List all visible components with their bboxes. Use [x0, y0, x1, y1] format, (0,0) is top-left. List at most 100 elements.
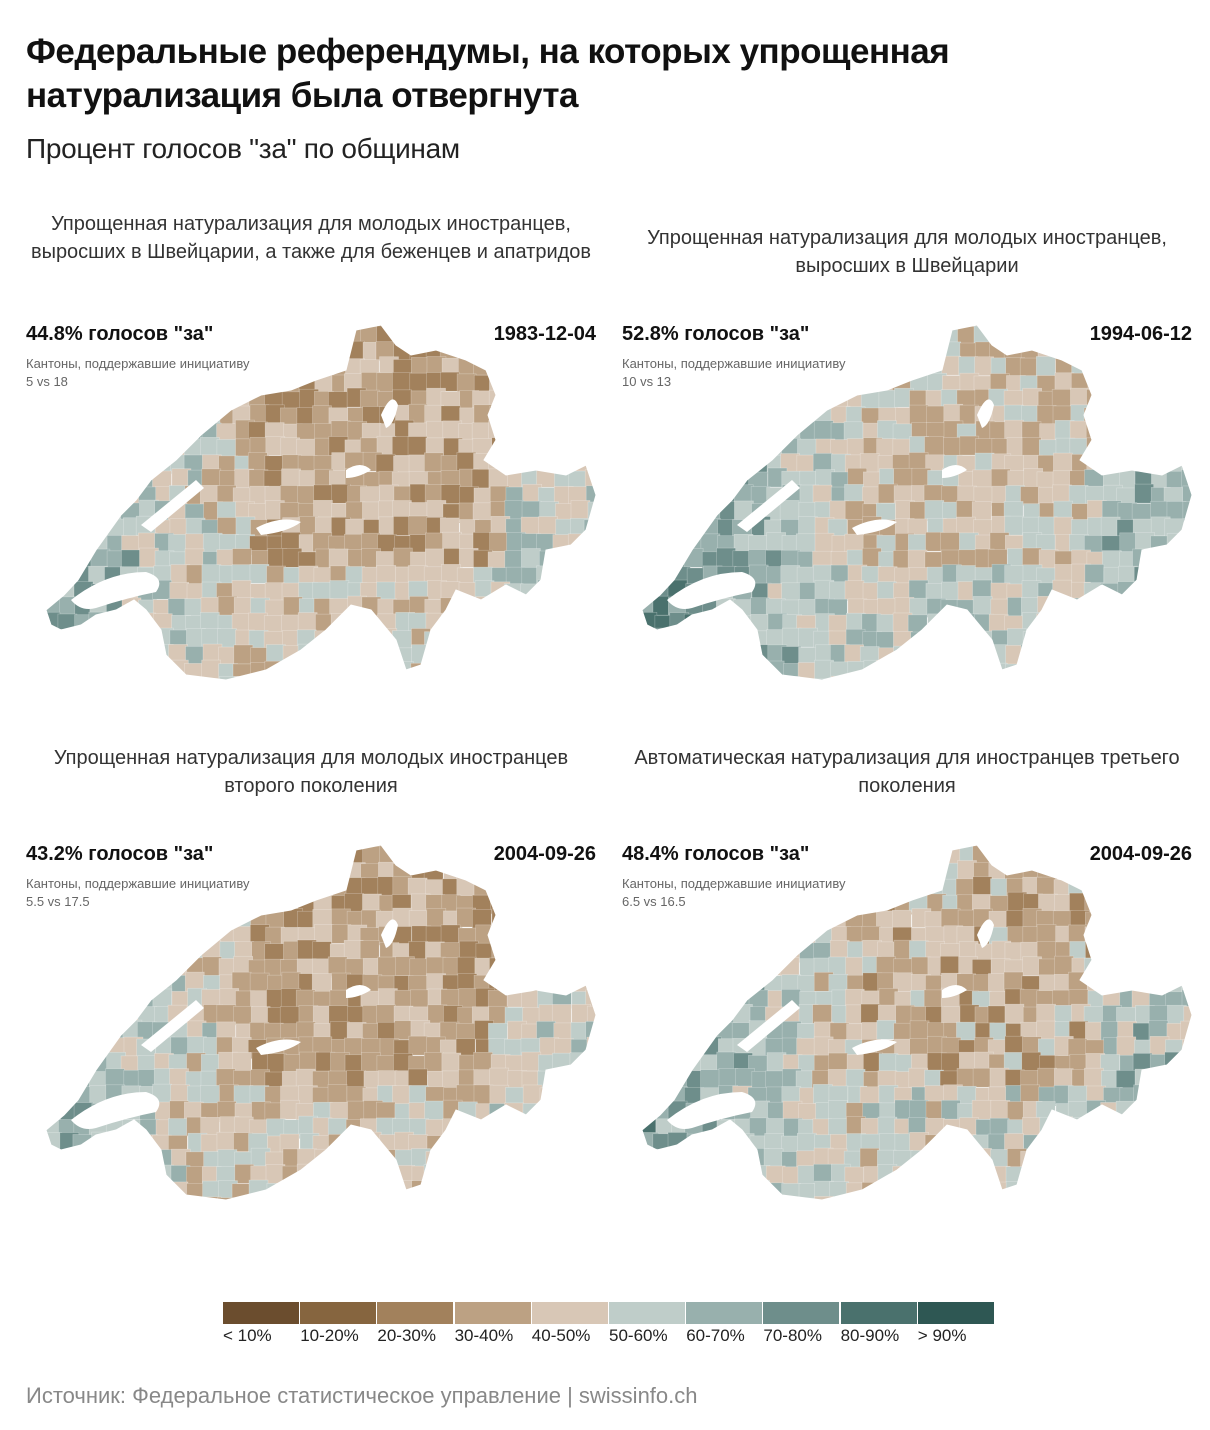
- municipality-cell: [764, 390, 785, 411]
- municipality-cell: [1197, 1085, 1202, 1104]
- municipality-cell: [685, 661, 706, 680]
- municipality-cell: [1116, 420, 1137, 440]
- municipality-cell: [1004, 845, 1024, 865]
- lake: [141, 1000, 204, 1052]
- municipality-cell: [57, 1167, 78, 1188]
- municipality-cell: [569, 1052, 590, 1073]
- municipality-cell: [603, 645, 606, 664]
- municipality-cell: [687, 469, 708, 489]
- municipality-cell: [604, 631, 606, 650]
- municipality-cell: [586, 908, 596, 929]
- municipality-cell: [862, 325, 883, 345]
- municipality-cell: [860, 859, 881, 880]
- municipality-cell: [1181, 1099, 1192, 1120]
- municipality-cell: [1199, 941, 1202, 960]
- municipality-cell: [26, 912, 45, 931]
- municipality-cell: [551, 356, 572, 376]
- municipality-cell: [104, 845, 125, 848]
- municipality-cell: [703, 372, 723, 393]
- municipality-cell: [57, 371, 77, 392]
- municipality-cell: [489, 532, 509, 552]
- municipality-cell: [520, 452, 540, 473]
- municipality-cell: [298, 660, 318, 680]
- municipality-cell: [58, 661, 78, 680]
- municipality-cell: [327, 1084, 348, 1104]
- municipality-cell: [780, 875, 801, 896]
- municipality-cell: [735, 876, 755, 897]
- municipality-cell: [1182, 533, 1192, 554]
- municipality-cell: [523, 356, 543, 377]
- lake: [667, 1092, 756, 1129]
- municipality-cell: [1133, 845, 1154, 850]
- municipality-cell: [700, 325, 720, 331]
- municipality-cell: [1165, 583, 1186, 604]
- municipality-cell: [232, 891, 252, 912]
- municipality-cell: [520, 388, 540, 408]
- municipality-cell: [685, 971, 705, 992]
- municipality-cell: [1100, 356, 1121, 376]
- municipality-cell: [1085, 879, 1105, 899]
- municipality-cell: [1165, 895, 1186, 915]
- municipality-cell: [122, 436, 143, 456]
- municipality-cell: [700, 1197, 721, 1200]
- municipality-cell: [1167, 675, 1188, 680]
- municipality-cell: [653, 974, 673, 994]
- municipality-cell: [703, 643, 723, 664]
- municipality-cell: [281, 468, 301, 489]
- municipality-cell: [642, 959, 657, 980]
- municipality-cell: [1052, 846, 1072, 867]
- municipality-cell: [74, 1021, 95, 1041]
- municipality-cell: [552, 325, 573, 330]
- municipality-cell: [687, 501, 707, 521]
- municipality-cell: [1119, 1182, 1139, 1200]
- municipality-cell: [152, 677, 173, 680]
- municipality-cell: [602, 1198, 606, 1200]
- municipality-cell: [829, 325, 849, 346]
- municipality-cell: [154, 375, 175, 395]
- municipality-cell: [89, 339, 109, 360]
- municipality-cell: [184, 404, 205, 425]
- municipality-cell: [716, 1198, 736, 1200]
- municipality-cell: [136, 974, 156, 995]
- municipality-cell: [200, 437, 220, 457]
- municipality-cell: [458, 1195, 478, 1200]
- municipality-cell: [1198, 376, 1202, 395]
- municipality-cell: [89, 1166, 110, 1187]
- municipality-cell: [107, 895, 127, 916]
- municipality-cell: [1053, 516, 1074, 537]
- municipality-cell: [684, 923, 705, 944]
- municipality-cell: [1118, 389, 1139, 410]
- municipality-cell: [537, 435, 558, 456]
- municipality-cell: [233, 644, 254, 665]
- lake: [737, 480, 800, 532]
- municipality-cell: [569, 325, 589, 344]
- municipality-cell: [345, 660, 366, 680]
- municipality-cell: [642, 1181, 657, 1200]
- municipality-cell: [642, 845, 643, 866]
- lake: [977, 919, 994, 948]
- municipality-cell: [441, 614, 461, 634]
- cantons-count: 6.5 vs 16.5: [622, 894, 686, 909]
- municipality-cell: [426, 1180, 447, 1200]
- municipality-cell: [504, 375, 524, 395]
- municipality-cell: [642, 1070, 658, 1091]
- municipality-cell: [1118, 342, 1139, 363]
- municipality-cell: [1182, 677, 1192, 680]
- municipality-cell: [375, 1182, 396, 1200]
- municipality-cell: [844, 846, 865, 867]
- municipality-cell: [622, 1023, 640, 1042]
- municipality-cell: [442, 1118, 462, 1139]
- municipality-cell: [1003, 327, 1024, 348]
- municipality-cell: [702, 343, 722, 363]
- municipality-cell: [440, 1147, 460, 1168]
- municipality-cell: [135, 407, 156, 428]
- municipality-cell: [201, 878, 221, 899]
- municipality-cell: [489, 1166, 510, 1186]
- municipality-cell: [642, 1085, 643, 1106]
- municipality-cell: [1166, 406, 1186, 427]
- municipality-cell: [297, 643, 318, 664]
- municipality-cell: [923, 860, 944, 881]
- municipality-cell: [119, 357, 140, 377]
- municipality-cell: [687, 1196, 708, 1200]
- municipality-cell: [523, 893, 544, 913]
